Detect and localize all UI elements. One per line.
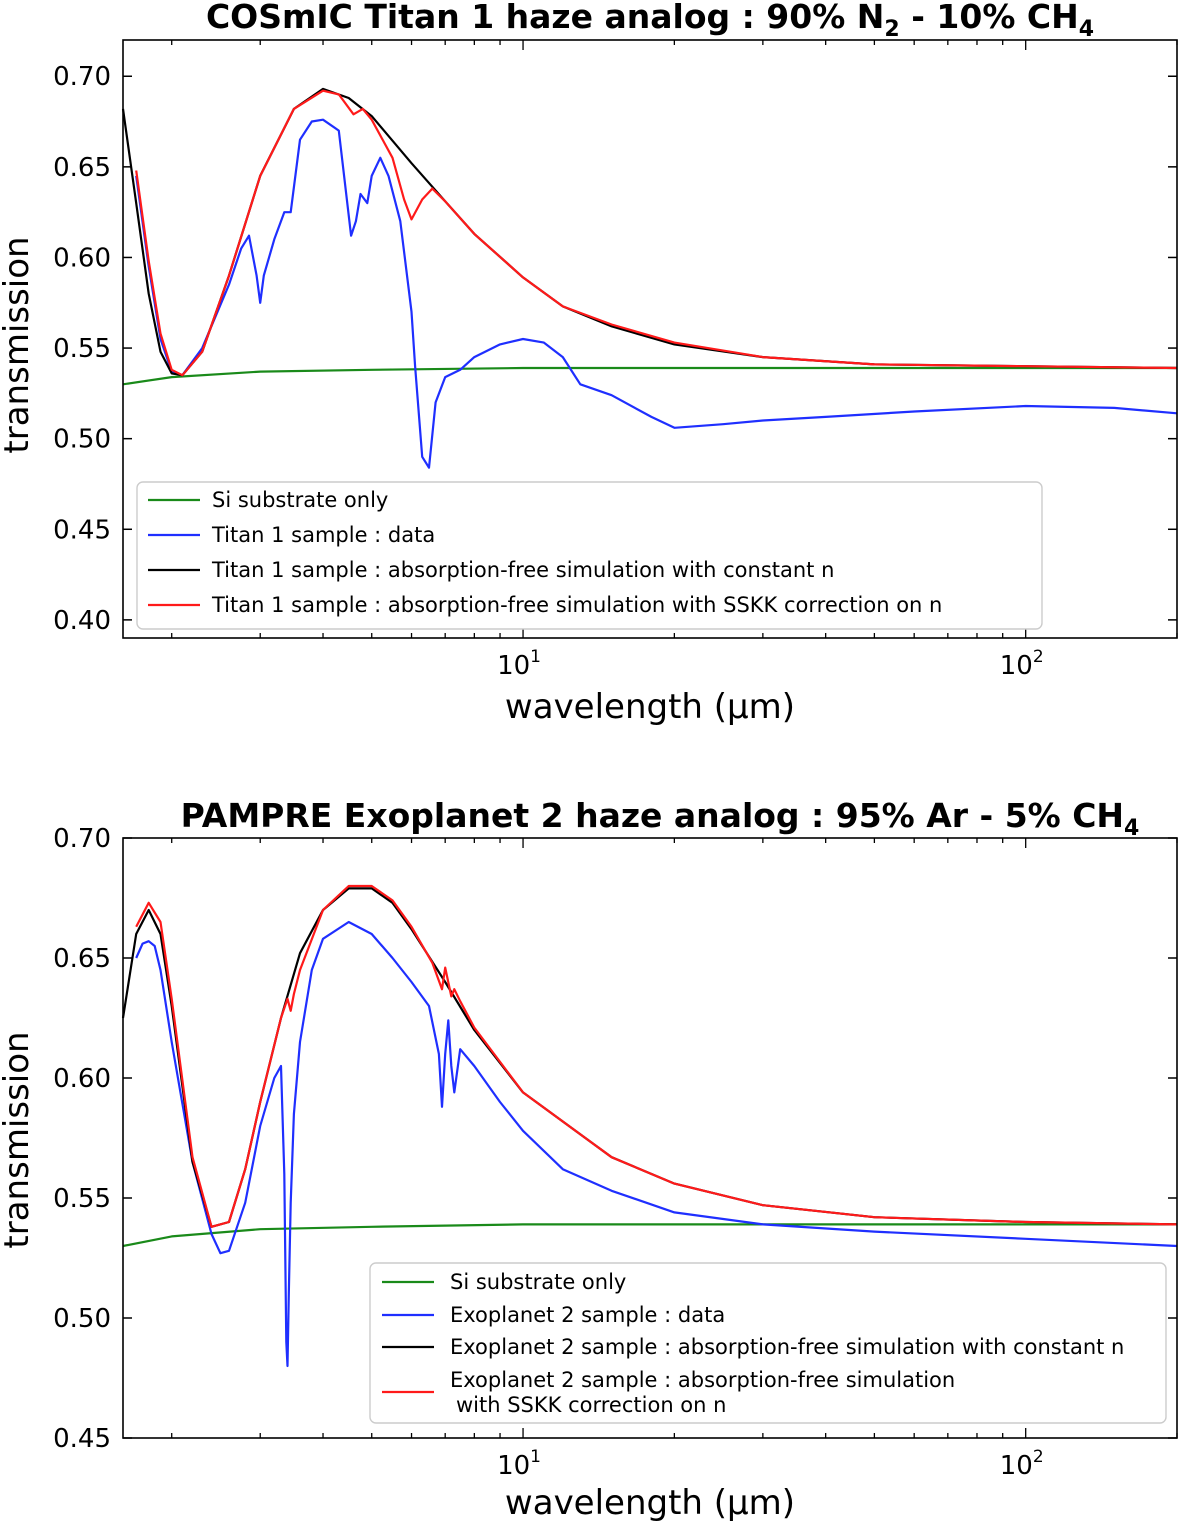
y-tick-label: 0.55 [53, 334, 111, 364]
legend-label: Titan 1 sample : absorption-free simulat… [211, 593, 942, 617]
series-line [135, 884, 1178, 1228]
x-tick-label: 101 [497, 1447, 541, 1481]
legend-box [136, 481, 1043, 630]
y-tick-label: 0.70 [53, 824, 111, 854]
legend: Si substrate only Exoplanet 2 sample : d… [369, 1262, 1167, 1424]
y-axis-label: transmission [0, 1031, 37, 1248]
legend-entry: Si substrate only [148, 488, 388, 512]
legend-entry: Si substrate only [382, 1270, 626, 1294]
y-tick-label: 0.45 [53, 515, 111, 545]
y-tick-label: 0.50 [53, 425, 111, 455]
chart-title: PAMPRE Exoplanet 2 haze analog : 95% Ar … [181, 796, 1140, 841]
chart-title: COSmIC Titan 1 haze analog : 90% N2 - 10… [206, 0, 1094, 42]
series-line [135, 920, 1178, 1368]
series-group [121, 87, 1178, 469]
plot-frame [122, 39, 1178, 639]
x-tick-label: 101 [497, 647, 541, 681]
y-tick-label: 0.50 [53, 1304, 111, 1334]
legend-label: Exoplanet 2 sample : absorption-free sim… [450, 1368, 955, 1417]
series-line [122, 366, 1177, 386]
legend-entry: Exoplanet 2 sample : absorption-free sim… [382, 1335, 1124, 1359]
legend-box [369, 1262, 1167, 1424]
y-tick-label: 0.65 [53, 944, 111, 974]
x-axis-label: wavelength (μm) [505, 1483, 795, 1523]
series-line [122, 1223, 1177, 1248]
legend-label: Titan 1 sample : data [211, 523, 435, 547]
x-tick-label: 102 [1000, 1447, 1044, 1481]
y-tick-label: 0.55 [53, 1184, 111, 1214]
legend-label: Exoplanet 2 sample : absorption-free sim… [450, 1335, 1124, 1359]
y-tick-label: 0.60 [53, 1064, 111, 1094]
legend-entry: Titan 1 sample : absorption-free simulat… [148, 558, 834, 582]
y-tick-label: 0.65 [53, 153, 111, 183]
y-tick-label: 0.45 [53, 1424, 111, 1454]
y-tick-label: 0.70 [53, 62, 111, 92]
legend-entry: Titan 1 sample : data [148, 523, 435, 547]
series-line [135, 89, 1178, 377]
legend-label: Titan 1 sample : absorption-free simulat… [211, 558, 834, 582]
x-axis-label: wavelength (μm) [505, 687, 795, 727]
y-tick-label: 0.40 [53, 606, 111, 636]
legend-entry: Exoplanet 2 sample : data [382, 1303, 725, 1327]
legend-entry: Exoplanet 2 sample : absorption-free sim… [382, 1368, 955, 1417]
x-tick-label: 102 [1000, 647, 1044, 681]
y-axis-label: transmission [0, 236, 37, 453]
legend-label: Si substrate only [450, 1270, 626, 1294]
chart-panel-exoplanet: PAMPRE Exoplanet 2 haze analog : 95% Ar … [0, 796, 1178, 1523]
tick-group: 0.40 0.45 0.50 0.55 0.60 0.65 0.70 101 102 [53, 40, 1178, 681]
series-group [121, 884, 1178, 1368]
legend-entry: Titan 1 sample : absorption-free simulat… [148, 593, 942, 617]
legend-label: Si substrate only [212, 488, 388, 512]
series-line [121, 887, 1178, 1228]
legend-label: Exoplanet 2 sample : data [450, 1303, 725, 1327]
series-line [135, 118, 1178, 469]
y-tick-label: 0.60 [53, 243, 111, 273]
legend: Si substrate only Titan 1 sample : data … [136, 481, 1043, 630]
series-line [121, 87, 1178, 377]
chart-panel-titan: COSmIC Titan 1 haze analog : 90% N2 - 10… [0, 0, 1178, 727]
plot-frame [122, 837, 1178, 1439]
